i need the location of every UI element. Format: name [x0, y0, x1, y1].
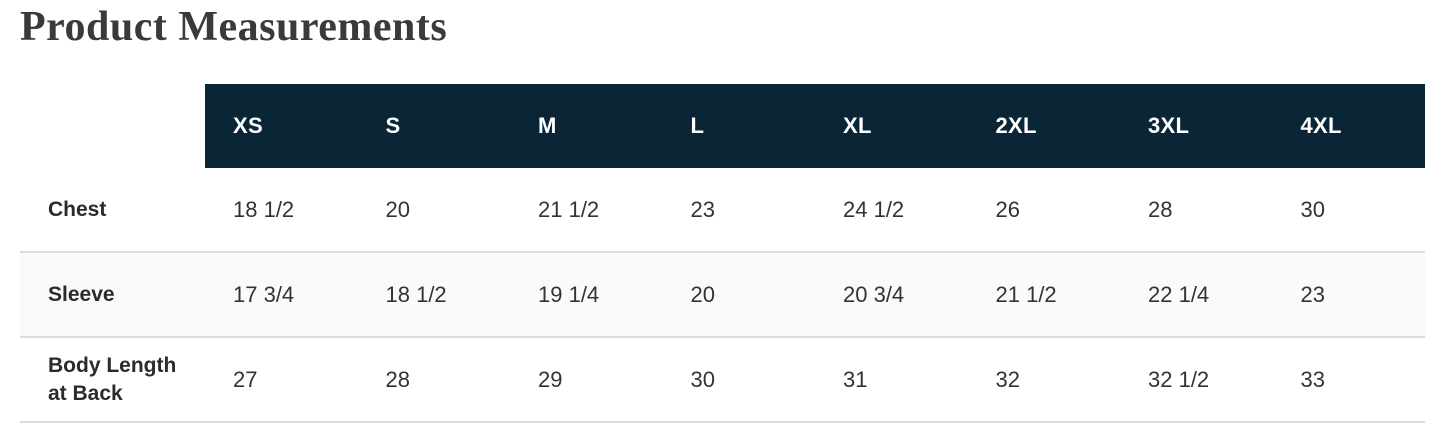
- measurement-cell-sleeve-xs: 17 3/4: [233, 281, 295, 307]
- measurement-cell-chest-m: 21 1/2: [538, 196, 600, 222]
- product-measurements-section: Product Measurements XS S M L XL 2XL 3XL…: [20, 4, 1425, 423]
- table-row-chest: Chest 18 1/2 20 21 1/2 23 24 1/2 26 28 3…: [20, 168, 1425, 253]
- measurement-cell-chest-2xl: 26: [995, 196, 1020, 222]
- size-column-header-s: S: [357, 84, 510, 168]
- measurements-table: XS S M L XL 2XL 3XL 4XL Chest 18 1/2 20 …: [20, 84, 1425, 423]
- size-header-row: XS S M L XL 2XL 3XL 4XL: [20, 84, 1425, 168]
- measurement-cell-chest-xs: 18 1/2: [233, 196, 295, 222]
- row-label-body-length-at-back: Body Length at Back: [48, 353, 177, 405]
- measurement-cell-bodylength-m: 29: [538, 366, 563, 392]
- measurement-cell-chest-l: 23: [690, 196, 715, 222]
- measurement-cell-bodylength-l: 30: [690, 366, 715, 392]
- measurement-cell-chest-xl: 24 1/2: [843, 196, 905, 222]
- size-column-header-xs: XS: [205, 84, 358, 168]
- measurement-cell-chest-4xl: 30: [1300, 196, 1325, 222]
- measurement-cell-bodylength-2xl: 32: [995, 366, 1020, 392]
- row-label-sleeve: Sleeve: [48, 282, 115, 306]
- measurement-cell-chest-3xl: 28: [1148, 196, 1173, 222]
- size-column-header-2xl: 2XL: [967, 84, 1120, 168]
- size-column-header-xl: XL: [815, 84, 968, 168]
- measurement-cell-sleeve-l: 20: [690, 281, 715, 307]
- table-row-sleeve: Sleeve 17 3/4 18 1/2 19 1/4 20 20 3/4 21…: [20, 253, 1425, 338]
- measurement-cell-bodylength-s: 28: [385, 366, 410, 392]
- size-header-spacer: [20, 84, 205, 168]
- measurement-cell-sleeve-4xl: 23: [1300, 281, 1325, 307]
- size-column-header-3xl: 3XL: [1120, 84, 1273, 168]
- measurement-cell-sleeve-m: 19 1/4: [538, 281, 600, 307]
- size-column-header-4xl: 4XL: [1272, 84, 1425, 168]
- measurement-cell-sleeve-2xl: 21 1/2: [995, 281, 1057, 307]
- measurement-cell-chest-s: 20: [385, 196, 410, 222]
- table-row-body-length-at-back: Body Length at Back 27 28 29 30 31 32 32…: [20, 338, 1425, 423]
- measurement-cell-bodylength-4xl: 33: [1300, 366, 1325, 392]
- size-column-header-m: M: [510, 84, 663, 168]
- size-column-header-l: L: [662, 84, 815, 168]
- measurement-cell-bodylength-xl: 31: [843, 366, 868, 392]
- measurement-cell-bodylength-xs: 27: [233, 366, 258, 392]
- measurement-cell-sleeve-3xl: 22 1/4: [1148, 281, 1210, 307]
- measurement-cell-sleeve-xl: 20 3/4: [843, 281, 905, 307]
- measurement-cell-sleeve-s: 18 1/2: [385, 281, 447, 307]
- row-label-chest: Chest: [48, 197, 107, 221]
- measurement-cell-bodylength-3xl: 32 1/2: [1148, 366, 1210, 392]
- page-title: Product Measurements: [20, 4, 448, 50]
